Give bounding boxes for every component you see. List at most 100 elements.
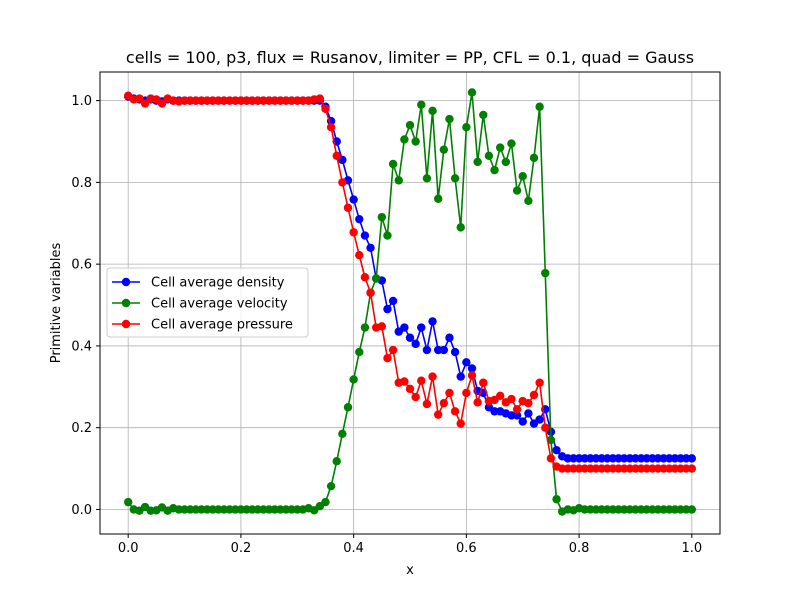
data-point (321, 497, 330, 507)
data-point (687, 505, 697, 514)
x-axis-label: x (406, 563, 414, 578)
data-point (541, 268, 550, 278)
legend: Cell average density Cell average velocit… (106, 267, 309, 338)
data-point (417, 323, 426, 332)
data-point (400, 323, 409, 332)
data-point (428, 317, 437, 326)
data-point (535, 378, 544, 387)
chart-title: cells = 100, p3, flux = Rusanov, limiter… (126, 48, 694, 67)
data-point (383, 231, 392, 240)
data-point (512, 411, 522, 420)
data-point (405, 333, 415, 342)
data-point (355, 214, 364, 224)
y-tick-label: 0.8 (71, 176, 92, 191)
data-point (445, 388, 454, 398)
data-point (495, 391, 505, 401)
data-point (524, 409, 533, 418)
data-point (439, 145, 449, 154)
data-point (332, 151, 341, 161)
data-point (400, 135, 409, 144)
data-point (687, 454, 697, 463)
axes-frame (99, 71, 721, 535)
data-point (473, 157, 482, 167)
data-point (366, 243, 375, 253)
data-point (355, 347, 364, 357)
data-point (450, 174, 460, 183)
data-point (355, 250, 364, 260)
data-point (529, 153, 539, 163)
legend-entry: Cell average velocity (151, 297, 288, 312)
data-point (507, 394, 516, 404)
data-point (518, 172, 527, 181)
y-tick-label: 0.0 (71, 503, 92, 518)
data-point (433, 410, 443, 419)
data-point (411, 392, 420, 402)
data-point (388, 296, 398, 306)
data-point (541, 423, 550, 432)
data-point (332, 457, 341, 466)
legend-swatch-marker (121, 319, 131, 329)
data-point (315, 94, 325, 103)
data-point (456, 419, 465, 428)
data-point (326, 481, 336, 491)
data-point (495, 143, 505, 152)
data-point (360, 231, 370, 240)
data-point (524, 196, 533, 205)
data-point (484, 151, 494, 161)
y-tick-label: 0.6 (71, 258, 92, 273)
data-point (383, 353, 392, 363)
data-point (411, 137, 420, 146)
data-point (422, 345, 432, 355)
data-point (462, 358, 471, 367)
legend-box (106, 267, 309, 338)
data-point (123, 497, 133, 507)
data-point (450, 347, 460, 357)
data-point (140, 99, 150, 108)
data-point (529, 390, 539, 400)
data-point (388, 159, 398, 169)
data-point (467, 364, 477, 373)
data-point (479, 378, 488, 387)
data-point (467, 371, 477, 380)
data-point (349, 195, 358, 204)
data-point (326, 122, 336, 132)
data-point (343, 203, 353, 212)
data-point (422, 399, 432, 409)
data-point (433, 194, 443, 203)
data-point (411, 339, 420, 349)
data-point (377, 322, 387, 331)
data-point (135, 94, 144, 103)
x-tick-label: 0.2 (231, 541, 252, 556)
data-point (490, 165, 499, 175)
data-point (445, 114, 454, 124)
data-point (400, 377, 409, 386)
data-point (377, 212, 387, 222)
data-point (349, 228, 358, 237)
data-point (467, 88, 477, 97)
x-tick-label: 0.0 (118, 541, 139, 556)
y-tick-label: 1.0 (71, 94, 92, 109)
data-point (535, 415, 544, 424)
data-point (535, 102, 544, 111)
data-point (462, 388, 471, 398)
data-point (439, 345, 449, 355)
data-point (371, 274, 381, 283)
data-point (428, 372, 437, 381)
data-point (422, 174, 432, 183)
series-3 (123, 91, 697, 473)
data-point (321, 104, 330, 113)
data-point (445, 333, 454, 342)
y-tick-label: 0.2 (71, 421, 92, 436)
x-tick-label: 0.4 (343, 541, 364, 556)
data-point (456, 372, 465, 381)
data-point (349, 375, 358, 384)
ticks: 0.0 0.2 0.4 0.6 0.8 1.0 0.0 0.2 0.4 0.6 0.8 1.0 (71, 94, 702, 556)
data-point (524, 398, 533, 408)
series-2 (123, 88, 697, 516)
data-point (338, 178, 347, 187)
data-point (157, 99, 167, 108)
data-point (405, 120, 415, 130)
data-point (462, 122, 471, 132)
data-point (546, 454, 556, 463)
